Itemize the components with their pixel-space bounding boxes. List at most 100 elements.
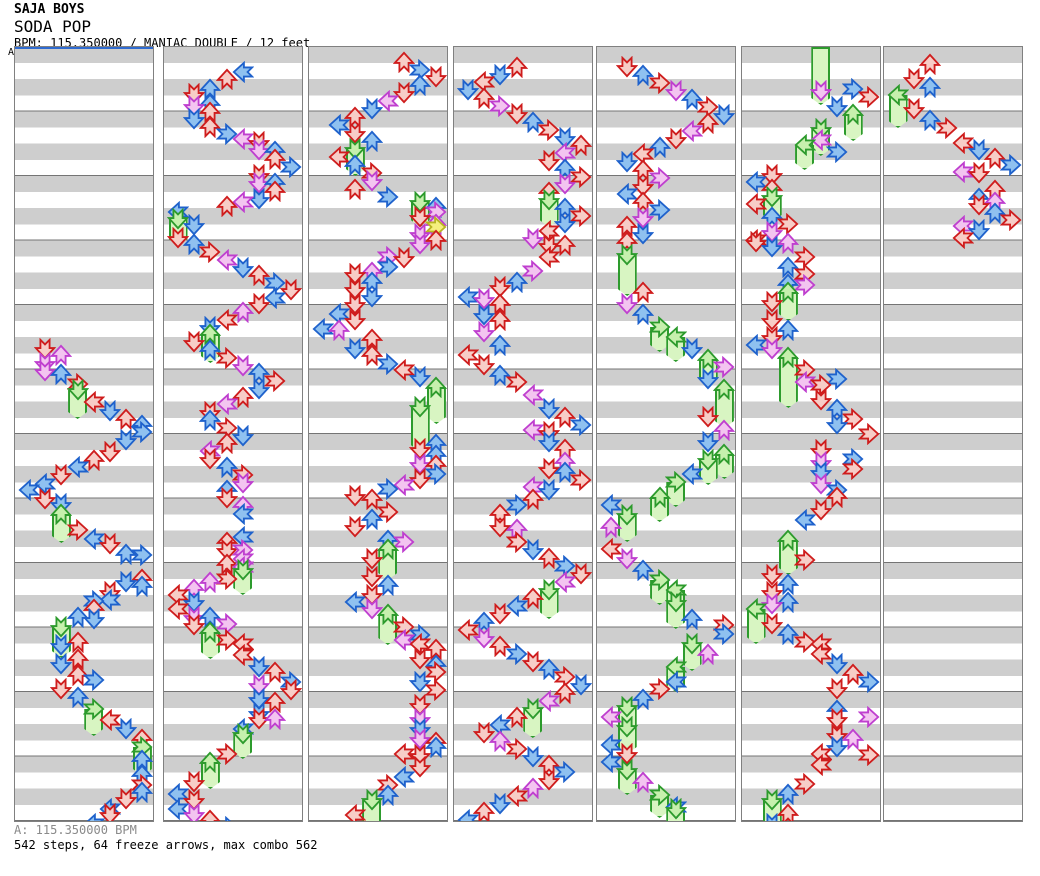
down-arrow-icon bbox=[489, 793, 512, 815]
right-arrow-icon bbox=[858, 671, 880, 693]
up-arrow-icon bbox=[264, 661, 287, 683]
up-arrow-icon bbox=[697, 112, 720, 134]
up-arrow-icon bbox=[777, 783, 800, 805]
up-arrow-icon bbox=[777, 573, 800, 595]
up-arrow-icon bbox=[131, 781, 153, 803]
up-arrow-icon bbox=[554, 682, 577, 704]
down-arrow-icon bbox=[344, 122, 367, 144]
down-arrow-icon bbox=[344, 485, 367, 507]
left-arrow-icon bbox=[473, 71, 496, 93]
down-arrow-icon bbox=[761, 291, 784, 313]
up-arrow-icon bbox=[777, 281, 800, 303]
down-arrow-icon bbox=[360, 98, 383, 120]
down-arrow-icon bbox=[393, 82, 415, 104]
down-arrow-icon bbox=[713, 104, 735, 126]
down-arrow-icon bbox=[115, 571, 138, 593]
right-arrow-icon bbox=[66, 519, 89, 541]
left-arrow-icon bbox=[538, 246, 560, 268]
left-arrow-icon bbox=[344, 804, 367, 821]
down-arrow-icon bbox=[167, 208, 189, 230]
up-arrow-icon bbox=[919, 53, 942, 75]
right-arrow-icon bbox=[376, 186, 399, 208]
left-arrow-icon bbox=[232, 128, 254, 150]
up-arrow-icon bbox=[360, 328, 383, 350]
left-arrow-icon bbox=[18, 479, 40, 501]
left-arrow-icon bbox=[665, 326, 687, 348]
right-arrow-icon bbox=[131, 544, 153, 566]
right-arrow-icon bbox=[554, 555, 576, 577]
down-arrow-icon bbox=[616, 56, 639, 78]
left-arrow-icon bbox=[393, 474, 415, 496]
down-arrow-icon bbox=[664, 798, 687, 820]
down-arrow-icon bbox=[505, 103, 528, 125]
down-arrow-icon bbox=[409, 728, 432, 750]
up-arrow-icon bbox=[376, 538, 399, 560]
left-arrow-icon bbox=[745, 193, 767, 215]
right-arrow-icon bbox=[858, 86, 880, 108]
left-arrow-icon bbox=[600, 706, 622, 728]
up-arrow-icon bbox=[600, 516, 622, 538]
bpm-marker-label: A bbox=[8, 47, 15, 58]
right-arrow-icon bbox=[858, 706, 880, 728]
right-arrow-icon bbox=[793, 549, 816, 571]
song-title: SODA POP bbox=[14, 17, 92, 36]
down-arrow-icon bbox=[538, 398, 560, 420]
right-arrow-icon bbox=[570, 166, 592, 188]
up-arrow-icon bbox=[360, 344, 383, 366]
right-arrow-icon bbox=[570, 414, 592, 436]
up-arrow-icon bbox=[570, 134, 592, 156]
right-arrow-icon bbox=[793, 359, 816, 381]
up-arrow-icon bbox=[826, 486, 848, 508]
up-arrow-icon bbox=[199, 809, 222, 821]
left-arrow-icon bbox=[600, 538, 622, 560]
left-arrow-icon bbox=[794, 134, 816, 156]
left-arrow-icon bbox=[554, 571, 577, 593]
up-arrow-icon bbox=[360, 508, 383, 530]
left-arrow-icon bbox=[393, 766, 415, 788]
down-arrow-icon bbox=[473, 321, 496, 343]
down-arrow-icon bbox=[521, 539, 544, 561]
down-arrow-icon bbox=[616, 293, 639, 315]
right-arrow-icon bbox=[858, 744, 880, 766]
right-arrow-icon bbox=[826, 141, 848, 163]
left-arrow-icon bbox=[887, 84, 909, 106]
right-arrow-icon bbox=[648, 167, 671, 189]
down-arrow-icon bbox=[248, 139, 270, 161]
up-arrow-icon bbox=[199, 323, 222, 345]
down-arrow-icon bbox=[473, 722, 496, 744]
left-arrow-icon bbox=[681, 120, 703, 142]
up-arrow-icon bbox=[360, 488, 383, 510]
right-arrow-icon bbox=[131, 736, 153, 758]
left-arrow-icon bbox=[167, 798, 189, 820]
down-arrow-icon bbox=[761, 564, 784, 586]
left-arrow-icon bbox=[99, 709, 121, 731]
down-arrow-icon bbox=[616, 244, 639, 266]
left-arrow-icon bbox=[665, 671, 687, 693]
left-arrow-icon bbox=[167, 584, 189, 606]
up-arrow-icon bbox=[425, 376, 447, 398]
right-arrow-icon bbox=[505, 494, 528, 516]
left-arrow-icon bbox=[522, 419, 544, 441]
right-arrow-icon bbox=[131, 421, 153, 443]
down-arrow-icon bbox=[761, 789, 784, 811]
down-arrow-icon bbox=[664, 591, 687, 613]
down-arrow-icon bbox=[183, 803, 206, 821]
down-arrow-icon bbox=[183, 214, 206, 236]
down-arrow-icon bbox=[99, 400, 121, 422]
down-arrow-icon bbox=[616, 504, 639, 526]
left-arrow-icon bbox=[489, 714, 512, 736]
right-arrow-icon bbox=[280, 156, 302, 178]
down-arrow-icon bbox=[115, 718, 138, 740]
down-arrow-icon bbox=[409, 468, 432, 490]
down-arrow-icon bbox=[231, 257, 254, 279]
up-arrow-icon bbox=[215, 553, 238, 575]
right-arrow-icon bbox=[505, 531, 528, 553]
right-arrow-icon bbox=[521, 260, 544, 282]
right-arrow-icon bbox=[1000, 209, 1022, 231]
up-arrow-icon bbox=[777, 346, 800, 368]
left-arrow-icon bbox=[952, 132, 974, 154]
down-arrow-icon bbox=[473, 288, 496, 310]
up-arrow-icon bbox=[473, 801, 496, 821]
down-arrow-icon bbox=[360, 598, 383, 620]
left-arrow-icon bbox=[216, 393, 238, 415]
